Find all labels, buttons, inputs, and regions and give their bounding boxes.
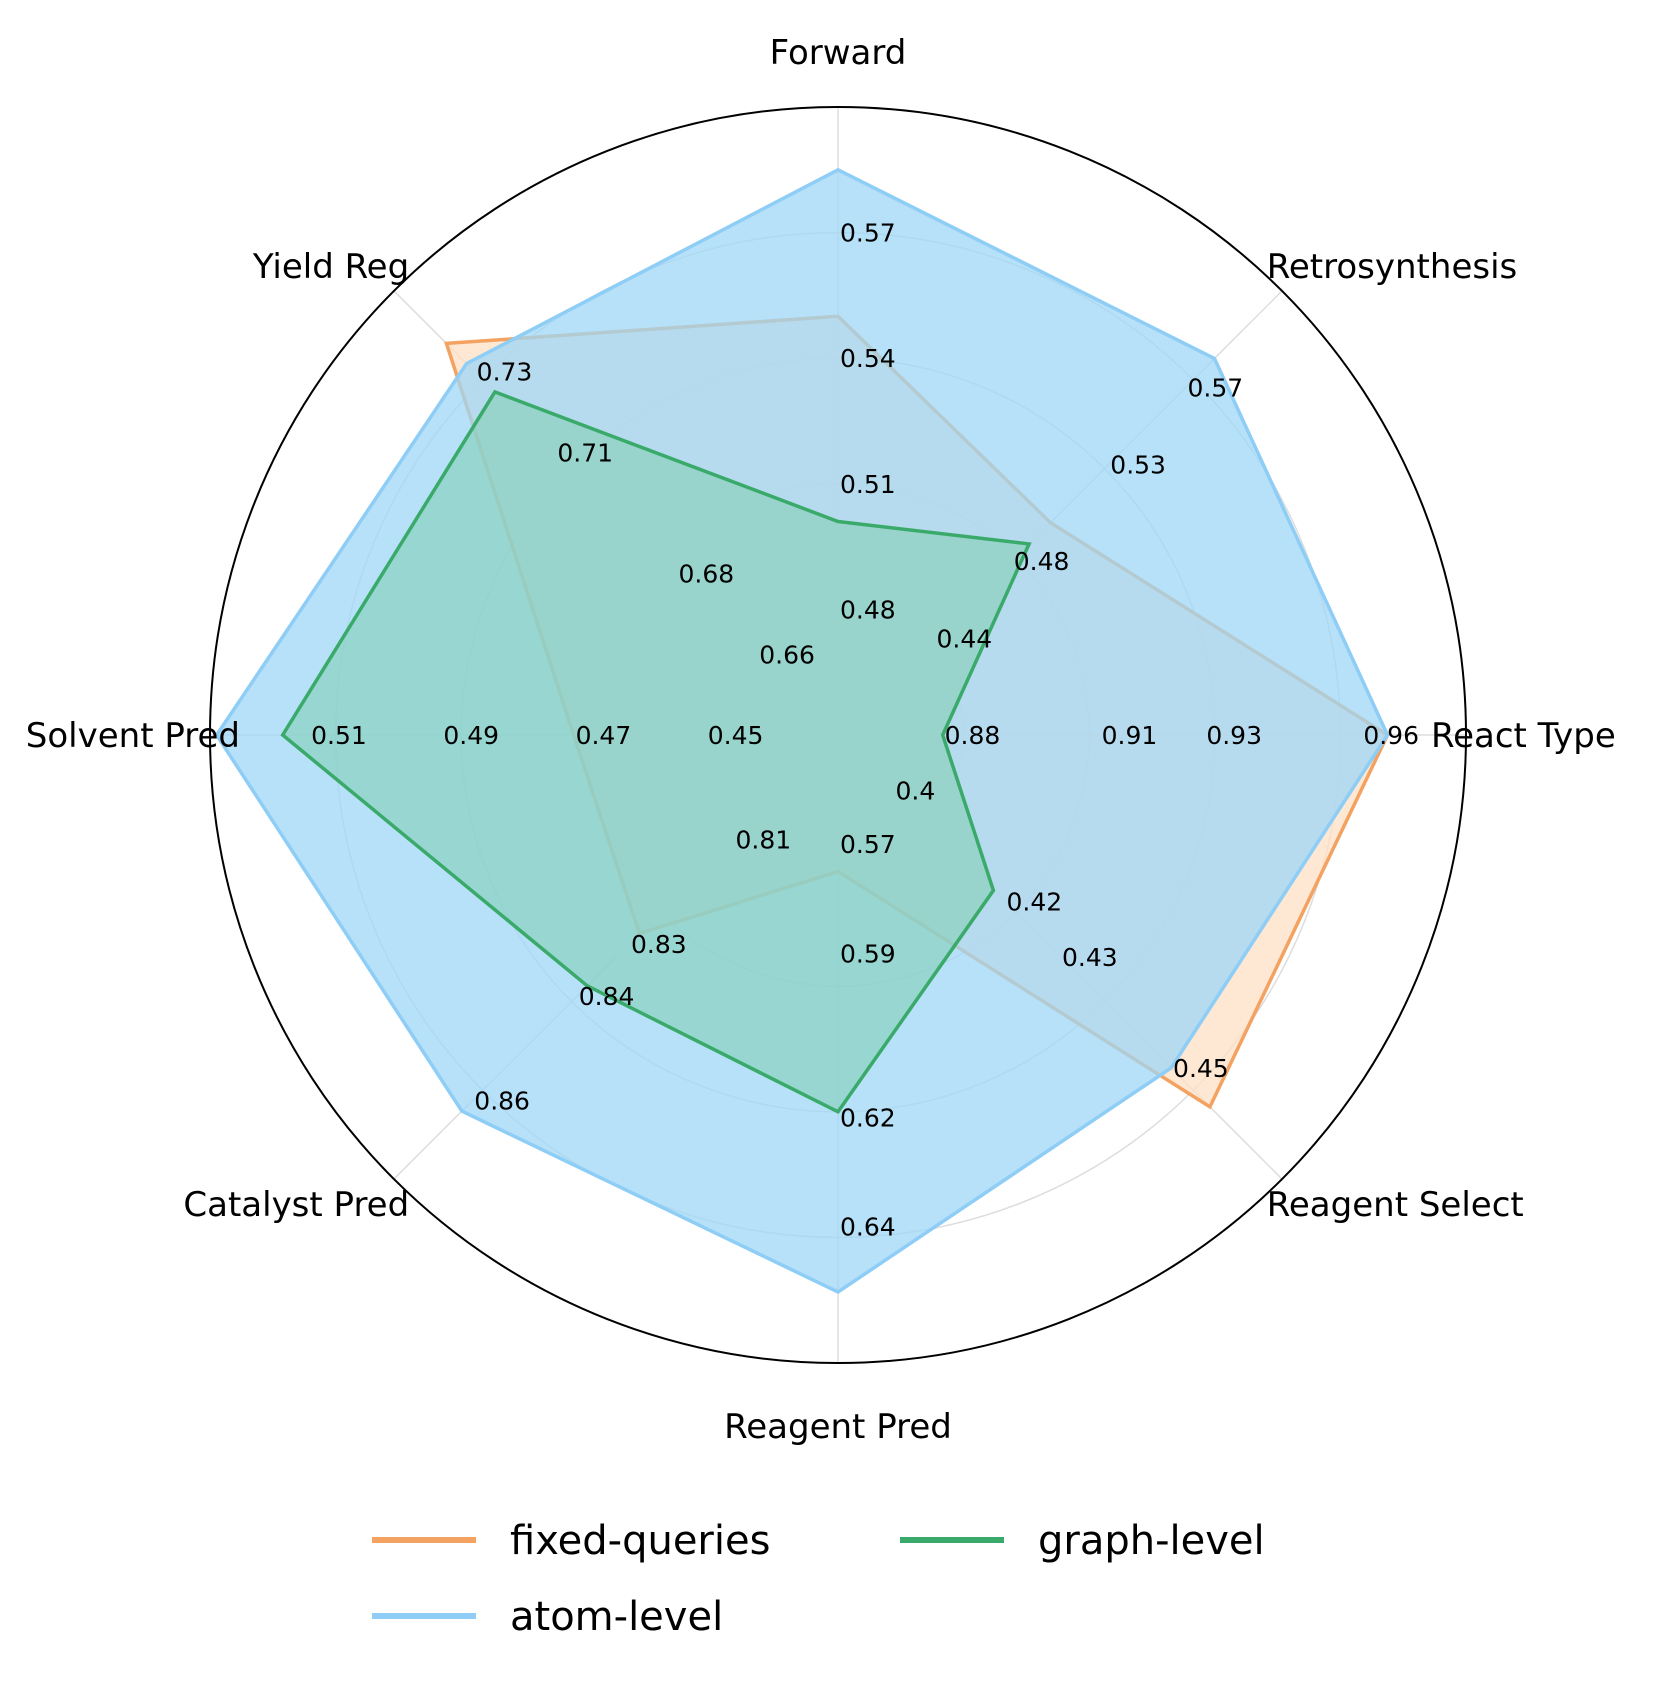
tick-label-reagent-pred: 0.59 [840,939,896,968]
tick-label-forward: 0.51 [840,470,896,499]
tick-label-reagent-pred: 0.57 [840,830,896,859]
legend: fixed-queries atom-level graph-level [372,1518,1265,1640]
tick-label-yield-reg: 0.68 [679,560,735,589]
outer-frame-circle [209,106,1467,1364]
series-area-graph-level [282,391,1030,1112]
axis-label-retrosynthesis: Retrosynthesis [1267,247,1517,287]
tick-label-reagent-select: 0.42 [1007,888,1063,917]
tick-label-react-type: 0.96 [1363,721,1419,750]
legend-item-graph-level: graph-level [900,1518,1265,1564]
axis-label-solvent-pred: Solvent Pred [26,716,240,756]
tick-label-reagent-select: 0.43 [1062,943,1118,972]
axis-label-yield-reg: Yield Reg [252,247,409,287]
tick-label-reagent-pred: 0.62 [840,1103,896,1132]
tick-label-react-type: 0.88 [945,721,1001,750]
tick-label-solvent-pred: 0.51 [311,721,367,750]
tick-label-catalyst-pred: 0.81 [736,825,792,854]
tick-label-reagent-select: 0.45 [1173,1054,1229,1083]
tick-label-yield-reg: 0.66 [759,640,815,669]
tick-label-catalyst-pred: 0.83 [631,930,687,959]
axis-label-forward: Forward [770,33,907,73]
tick-label-solvent-pred: 0.45 [708,721,764,750]
tick-label-retrosynthesis: 0.53 [1110,451,1166,480]
axis-label-layer: Forward Retrosynthesis React Type Reagent S… [26,33,1616,1447]
tick-label-retrosynthesis: 0.57 [1188,373,1244,402]
tick-label-solvent-pred: 0.47 [576,721,632,750]
legend-item-atom-level: atom-level [372,1594,723,1640]
legend-item-fixed-queries: fixed-queries [372,1518,770,1564]
series-layer [214,167,1390,1295]
tick-label-solvent-pred: 0.49 [443,721,499,750]
tick-label-catalyst-pred: 0.86 [474,1087,530,1116]
tick-label-forward: 0.57 [840,219,896,248]
axis-label-reagent-select: Reagent Select [1267,1185,1524,1225]
tick-label-retrosynthesis: 0.44 [937,624,993,653]
tick-label-react-type: 0.91 [1102,721,1158,750]
tick-label-react-type: 0.93 [1206,721,1262,750]
legend-label-atom-level: atom-level [510,1594,723,1640]
tick-label-reagent-select: 0.4 [896,777,936,806]
tick-label-retrosynthesis: 0.48 [1014,547,1070,576]
tick-label-reagent-pred: 0.64 [840,1212,896,1241]
tick-label-forward: 0.54 [840,344,896,373]
axis-label-react-type: React Type [1431,716,1616,756]
tick-label-yield-reg: 0.71 [557,438,613,467]
series-line-graph-level [280,389,1032,1115]
axis-label-reagent-pred: Reagent Pred [724,1407,952,1447]
legend-label-fixed-queries: fixed-queries [510,1518,770,1564]
tick-label-catalyst-pred: 0.84 [579,982,635,1011]
tick-label-yield-reg: 0.73 [477,358,533,387]
tick-layer: 0.48 0.51 0.54 0.57 0.44 0.48 0.53 0.57 0.88 0.91… [311,219,1419,1242]
series-line-atom-level [214,167,1390,1295]
legend-label-graph-level: graph-level [1038,1518,1265,1564]
series-graph-level [280,389,1032,1115]
tick-label-forward: 0.48 [840,595,896,624]
axis-label-catalyst-pred: Catalyst Pred [183,1185,409,1225]
